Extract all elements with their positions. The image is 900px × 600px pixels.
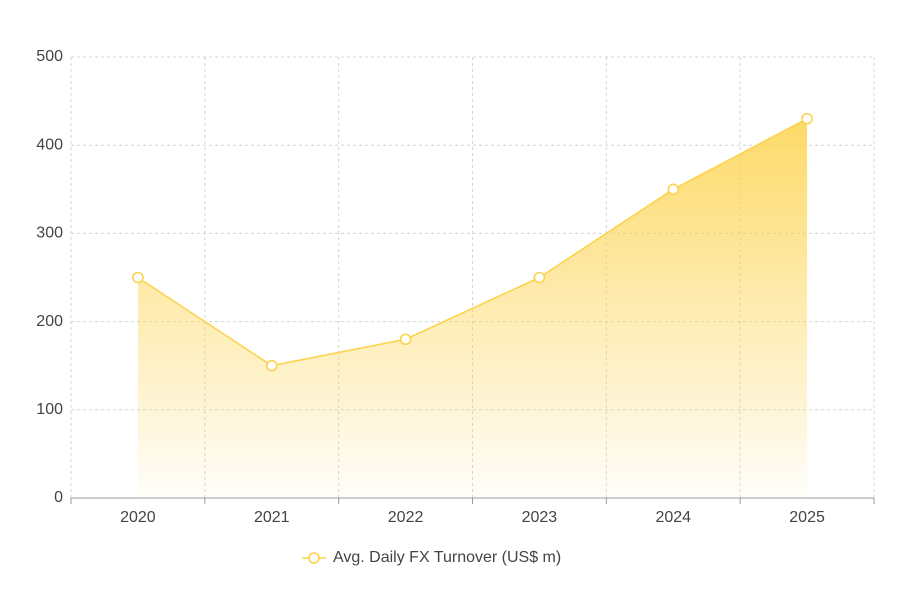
point — [667, 183, 680, 196]
x-tick-label: 2020 — [120, 509, 156, 526]
x-tick-label: 2022 — [388, 509, 424, 526]
legend-label: Avg. Daily FX Turnover (US$ m) — [333, 549, 561, 566]
legend: Avg. Daily FX Turnover (US$ m) — [302, 549, 561, 566]
x-tick-label: 2023 — [522, 509, 558, 526]
point — [132, 271, 144, 284]
point — [399, 333, 412, 346]
y-tick-label: 200 — [36, 313, 63, 330]
y-tick-label: 100 — [36, 401, 63, 418]
point — [265, 359, 278, 372]
line — [137, 118, 808, 367]
legend-marker — [308, 552, 320, 564]
y-tick-label: 400 — [36, 136, 63, 153]
point — [533, 271, 546, 284]
y-tick-label: 300 — [36, 225, 63, 242]
x-tick-label: 2025 — [789, 509, 825, 526]
area — [137, 118, 808, 499]
point — [801, 112, 813, 125]
x-tick-label: 2021 — [254, 509, 290, 526]
y-tick-label: 500 — [36, 48, 63, 65]
y-tick-label: 0 — [54, 489, 63, 506]
x-tick-label: 2024 — [655, 509, 691, 526]
